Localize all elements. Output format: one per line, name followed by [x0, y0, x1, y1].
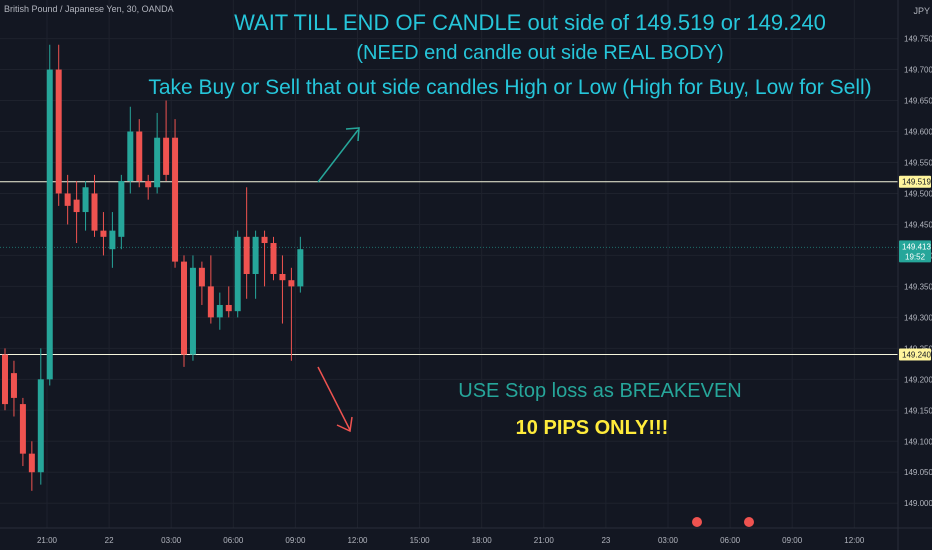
price-tick-label: 149.550 [904, 158, 932, 167]
arrow-up-head [345, 127, 360, 142]
candle-body [225, 304, 232, 312]
candle-body [252, 236, 259, 274]
candle-body [145, 181, 152, 188]
candle-body [118, 181, 125, 237]
annotation-pips: 10 PIPS ONLY!!! [515, 417, 669, 439]
time-tick-label: 21:00 [37, 536, 58, 545]
time-tick-label: 06:00 [223, 536, 244, 545]
candle-body [91, 193, 98, 231]
price-tick-label: 149.650 [904, 97, 932, 106]
candle-body [100, 230, 107, 237]
candle-body [82, 187, 89, 213]
price-tick-label: 149.450 [904, 220, 932, 229]
level-price-label: 149.240 [902, 351, 931, 360]
time-tick-label: 12:00 [844, 536, 865, 545]
price-tick-label: 149.750 [904, 35, 932, 44]
candle-body [19, 404, 26, 454]
candle-body [64, 193, 71, 206]
time-tick-label: 18:00 [472, 536, 493, 545]
price-tick-label: 149.000 [904, 499, 932, 508]
time-tick-label: 22 [105, 536, 114, 545]
time-tick-label: 09:00 [285, 536, 306, 545]
candle-body [243, 236, 250, 274]
candle-body [279, 274, 286, 281]
candle-body [37, 379, 44, 473]
event-flag-icon[interactable] [744, 517, 754, 527]
candle-body [136, 131, 143, 182]
price-axis[interactable]: 149.750 149.700 149.650 149.600 149.550 149.5… [897, 0, 932, 550]
time-tick-label: 23 [601, 536, 610, 545]
price-tick-label: 149.350 [904, 282, 932, 291]
candle-body [163, 137, 170, 175]
candle-body [46, 69, 53, 380]
price-tick-label: 149.200 [904, 375, 932, 384]
level-price-badge [899, 348, 931, 361]
time-axis[interactable]: 21:00 22 03:00 06:00 09:00 12:00 15:00 18:00 21:… [0, 527, 932, 545]
candle-body [288, 280, 295, 287]
price-tick-label: 149.500 [904, 189, 932, 198]
annotation-buy-sell: Take Buy or Sell that out side candles H… [148, 76, 872, 99]
annotation-wait: WAIT TILL END OF CANDLE out side of 149.… [234, 10, 826, 35]
current-price-badge [899, 240, 931, 263]
current-price-label: 149.413 [902, 242, 931, 251]
candle-body [181, 261, 187, 355]
price-tick-label: 149.700 [904, 66, 932, 75]
candle-body [109, 230, 116, 250]
arrow-down-line [317, 366, 351, 431]
time-tick-label: 03:00 [161, 536, 182, 545]
candle-body [297, 249, 304, 287]
candles [2, 44, 304, 491]
event-markers[interactable] [692, 517, 754, 527]
candle-body [73, 199, 80, 213]
time-tick-label: 21:00 [534, 536, 555, 545]
time-tick-label: 09:00 [782, 536, 803, 545]
candle-body [172, 137, 179, 262]
candle-body [28, 453, 35, 473]
candle-body [234, 236, 241, 312]
countdown-label: 19:52 [905, 252, 926, 261]
grid [0, 0, 898, 528]
annotation-real-body: (NEED end candle out side REAL BODY) [356, 42, 724, 64]
level-price-label: 149.519 [902, 178, 931, 187]
currency-label: JPY [913, 6, 930, 16]
price-tick-label: 149.600 [904, 128, 932, 137]
candle-body [261, 236, 268, 244]
time-tick-label: 15:00 [410, 536, 431, 545]
time-tick-label: 12:00 [347, 536, 368, 545]
arrows [317, 127, 360, 433]
candle-body [55, 69, 62, 194]
candle-body [10, 373, 17, 398]
candle-body [216, 304, 223, 318]
arrow-down-head [336, 416, 353, 433]
candle-body [127, 131, 134, 182]
price-tick-label: 149.300 [904, 313, 932, 322]
arrow-up-line [317, 129, 359, 183]
candle-body [207, 286, 214, 318]
time-tick-label: 03:00 [658, 536, 679, 545]
candle-body [2, 354, 8, 405]
price-tick-label: 149.050 [904, 468, 932, 477]
price-tick-label: 149.150 [904, 406, 932, 415]
price-tick-label: 149.100 [904, 437, 932, 446]
candle-body [189, 267, 196, 355]
symbol-title: British Pound / Japanese Yen, 30, OANDA [4, 4, 174, 14]
level-price-badge [899, 175, 931, 188]
annotation-stop-loss: USE Stop loss as BREAKEVEN [458, 380, 742, 402]
event-flag-icon[interactable] [692, 517, 702, 527]
candle-body [154, 137, 161, 188]
time-tick-label: 06:00 [720, 536, 741, 545]
candle-body [270, 243, 277, 274]
candle-body [198, 267, 205, 287]
